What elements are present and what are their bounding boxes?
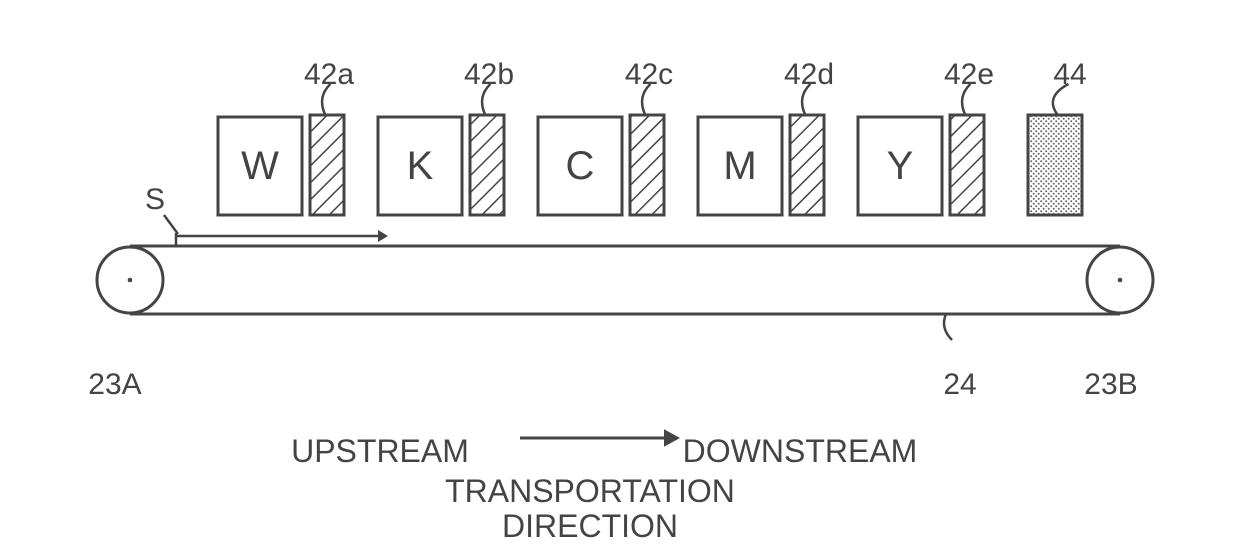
label-23B: 23B	[1084, 370, 1137, 400]
head-letter-W: W	[241, 146, 279, 186]
label-42c: 42c	[625, 60, 673, 90]
caption-direction: DIRECTION	[502, 510, 678, 542]
head-letter-Y: Y	[887, 146, 914, 186]
caption-downstream: DOWNSTREAM	[683, 435, 918, 467]
uv-unit-42a	[310, 115, 344, 215]
caption-transportation: TRANSPORTATION	[445, 475, 735, 507]
unit-44	[1028, 115, 1082, 215]
uv-unit-42e	[950, 115, 984, 215]
head-letter-K: K	[407, 146, 434, 186]
uv-unit-42b	[470, 115, 504, 215]
head-letter-M: M	[723, 146, 756, 186]
label-24: 24	[943, 370, 976, 400]
uv-unit-42c	[630, 115, 664, 215]
label-42e: 42e	[944, 60, 994, 90]
label-42d: 42d	[784, 60, 834, 90]
label-44: 44	[1053, 60, 1086, 90]
label-23A: 23A	[88, 370, 141, 400]
head-letter-C: C	[566, 146, 595, 186]
label-42a: 42a	[304, 60, 354, 90]
label-42b: 42b	[464, 60, 514, 90]
figure-root: 23A 23B 24 S W 42a K 42b C 42c M 42d Y 42e 44 UPSTREAM D…	[0, 0, 1240, 558]
uv-unit-42d	[790, 115, 824, 215]
caption-upstream: UPSTREAM	[291, 435, 469, 467]
label-S: S	[145, 185, 165, 215]
